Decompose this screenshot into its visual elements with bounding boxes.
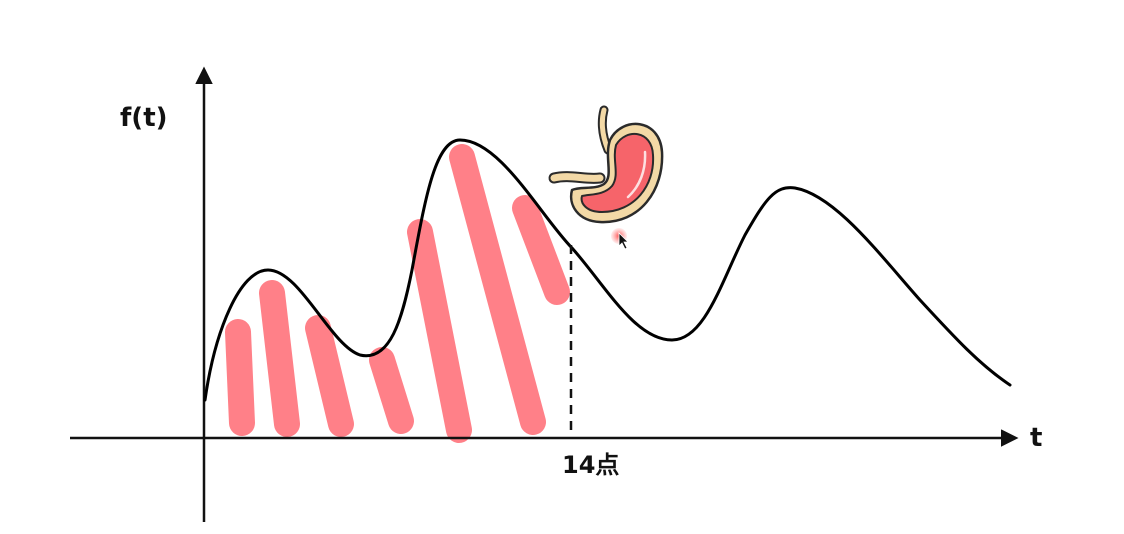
hatched-area xyxy=(225,144,570,443)
hatch-stroke xyxy=(305,315,354,437)
mouse-pointer-icon xyxy=(611,228,629,250)
hatch-stroke xyxy=(369,347,414,434)
hatch-stroke xyxy=(449,144,546,435)
hatch-stroke xyxy=(225,319,255,436)
hatch-stroke xyxy=(259,280,300,437)
y-axis-label: f(t) xyxy=(120,103,168,133)
marker-label: 14点 xyxy=(562,451,619,479)
x-axis-label: t xyxy=(1030,423,1042,453)
hatch-stroke xyxy=(407,219,472,443)
stomach-icon xyxy=(548,105,664,224)
function-curve xyxy=(203,138,1012,402)
hatch-stroke xyxy=(512,195,570,305)
